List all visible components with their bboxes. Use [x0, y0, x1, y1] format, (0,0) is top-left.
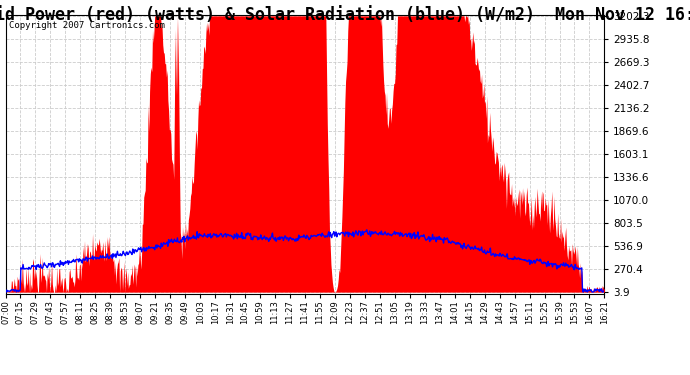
Text: Copyright 2007 Cartronics.com: Copyright 2007 Cartronics.com: [8, 21, 164, 30]
Text: Grid Power (red) (watts) & Solar Radiation (blue) (W/m2)  Mon Nov 12 16:31: Grid Power (red) (watts) & Solar Radiati…: [0, 6, 690, 24]
